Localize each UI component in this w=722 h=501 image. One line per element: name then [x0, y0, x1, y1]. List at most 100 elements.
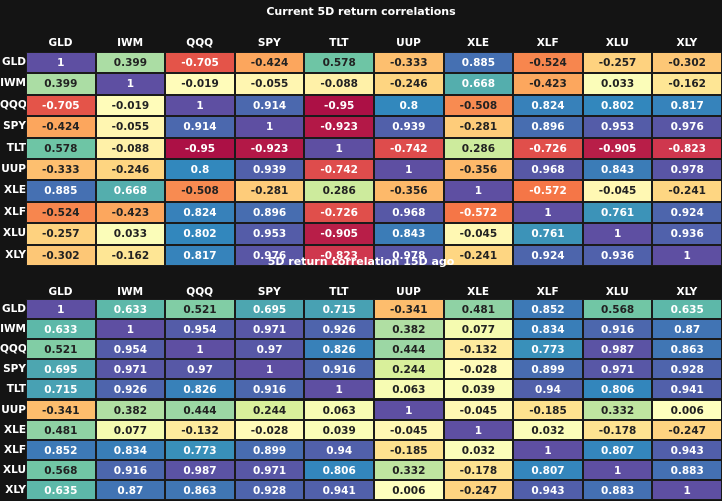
heatmap-cell: 0.039 — [304, 419, 374, 440]
heatmap-cell: 0.943 — [652, 439, 722, 460]
row-label-gld: GLD — [1, 303, 26, 315]
heatmap-cell: 0.916 — [304, 359, 374, 380]
heatmap-cell: 0.286 — [304, 180, 374, 202]
heatmap-cell: -0.508 — [165, 180, 235, 202]
heatmap-cell: 0.954 — [95, 339, 166, 360]
column-label-tlt: TLT — [329, 286, 349, 298]
heatmap-cell: 0.843 — [582, 159, 653, 181]
heatmap-cell: 0.924 — [652, 201, 722, 224]
heatmap-cell: 0.976 — [652, 116, 722, 138]
heatmap-cell: 0.578 — [304, 52, 374, 74]
heatmap-cell: 0.834 — [95, 439, 166, 460]
heatmap-cell: 0.006 — [652, 399, 722, 420]
heatmap-cell: 0.332 — [374, 459, 444, 480]
heatmap-cell: 0.863 — [652, 339, 722, 360]
heatmap-cell: -0.088 — [304, 73, 374, 95]
heatmap-cell: 1 — [582, 223, 653, 245]
heatmap-cell: -0.341 — [26, 399, 96, 420]
heatmap-cell: -0.045 — [582, 180, 653, 202]
heatmap-cell: -0.045 — [374, 419, 444, 440]
heatmap-cell: 0.885 — [26, 180, 96, 202]
heatmap-cell: 0.987 — [165, 459, 235, 480]
chart-title: Current 5D return correlations — [266, 5, 456, 18]
row-label-spy: SPY — [3, 120, 26, 133]
heatmap-cell: 0.941 — [304, 479, 374, 500]
heatmap-cell: 0.033 — [95, 223, 166, 245]
heatmap-cell: -0.333 — [26, 159, 96, 181]
heatmap-cell: 0.885 — [443, 52, 514, 74]
heatmap-cell: -0.028 — [234, 419, 305, 440]
heatmap-cell: 0.936 — [652, 223, 722, 245]
heatmap-cell: 0.916 — [95, 459, 166, 480]
heatmap-cell: 0.843 — [374, 223, 444, 245]
heatmap-cell: 0.444 — [374, 339, 444, 360]
heatmap-cell: 1 — [582, 459, 653, 480]
column-label-uup: UUP — [396, 37, 421, 49]
heatmap-cell: 0.971 — [582, 359, 653, 380]
heatmap-cell: 1 — [165, 94, 235, 117]
heatmap-cell: 0.883 — [582, 479, 653, 500]
heatmap-cell: 0.481 — [26, 419, 96, 440]
heatmap-cell: 0.978 — [652, 159, 722, 181]
heatmap-cell: -0.257 — [582, 52, 653, 74]
column-label-xlf: XLF — [536, 37, 559, 49]
heatmap-cell: -0.088 — [95, 137, 166, 159]
heatmap-cell: 0.633 — [26, 319, 96, 340]
heatmap-cell: -0.823 — [652, 137, 722, 159]
heatmap-cell: 0.971 — [95, 359, 166, 380]
column-label-xly: XLY — [676, 286, 698, 298]
heatmap-cell: 1 — [165, 339, 235, 360]
row-label-xle: XLE — [4, 423, 26, 436]
heatmap-cell: 0.97 — [234, 339, 305, 360]
heatmap-cell: -0.045 — [443, 399, 514, 420]
heatmap-cell: 0.834 — [513, 319, 583, 340]
heatmap-cell: 0.936 — [582, 244, 653, 266]
row-label-xly: XLY — [5, 483, 26, 496]
heatmap-cell: 0.924 — [513, 244, 583, 266]
row-label-xlu: XLU — [3, 227, 26, 240]
heatmap-cell: -0.524 — [513, 52, 583, 74]
heatmap-cell: 0.826 — [304, 339, 374, 360]
heatmap-cell: 0.668 — [95, 180, 166, 202]
heatmap-cell: -0.572 — [443, 201, 514, 224]
heatmap-cell: -0.302 — [652, 52, 722, 74]
heatmap-cell: 0.968 — [374, 201, 444, 224]
heatmap-cell: -0.302 — [26, 244, 96, 266]
column-label-spy: SPY — [257, 37, 281, 49]
heatmap-cell: 0.521 — [165, 299, 235, 320]
heatmap-cell: 0.926 — [95, 379, 166, 400]
heatmap-cell: -0.162 — [652, 73, 722, 95]
heatmap-cell: -0.185 — [513, 399, 583, 420]
heatmap-cell: 0.773 — [165, 439, 235, 460]
column-label-xle: XLE — [467, 37, 490, 49]
row-label-xlu: XLU — [3, 463, 26, 476]
heatmap-cell: 0.399 — [95, 52, 166, 74]
heatmap-cell: 0.807 — [582, 439, 653, 460]
heatmap-cell: 0.939 — [234, 159, 305, 181]
column-label-uup: UUP — [396, 286, 421, 298]
heatmap-cell: 0.668 — [443, 73, 514, 95]
row-label-iwm: IWM — [0, 323, 26, 336]
heatmap-cell: 0.852 — [513, 299, 583, 320]
row-label-uup: UUP — [1, 403, 26, 416]
heatmap-cell: -0.356 — [374, 180, 444, 202]
heatmap-cell: 0.806 — [582, 379, 653, 400]
heatmap-cell: 1 — [304, 137, 374, 159]
heatmap-cell: 0.568 — [26, 459, 96, 480]
heatmap-cell: -0.923 — [304, 116, 374, 138]
heatmap-cell: 0.928 — [234, 479, 305, 500]
row-label-qqq: QQQ — [0, 343, 27, 356]
chart-title: 5D return correlation 15D ago — [267, 255, 455, 268]
heatmap-cell: 0.006 — [374, 479, 444, 500]
heatmap-cell: -0.246 — [95, 159, 166, 181]
heatmap-cell: 0.978 — [374, 244, 444, 266]
row-label-iwm: IWM — [0, 77, 26, 90]
heatmap-cell: 0.94 — [513, 379, 583, 400]
heatmap-cell: 0.802 — [165, 223, 235, 245]
heatmap-cell: 0.635 — [652, 299, 722, 320]
heatmap-cell: 0.943 — [513, 479, 583, 500]
column-label-gld: GLD — [48, 37, 73, 49]
heatmap-cell: -0.178 — [443, 459, 514, 480]
heatmap-cell: -0.247 — [652, 419, 722, 440]
heatmap-cell: 0.382 — [374, 319, 444, 340]
